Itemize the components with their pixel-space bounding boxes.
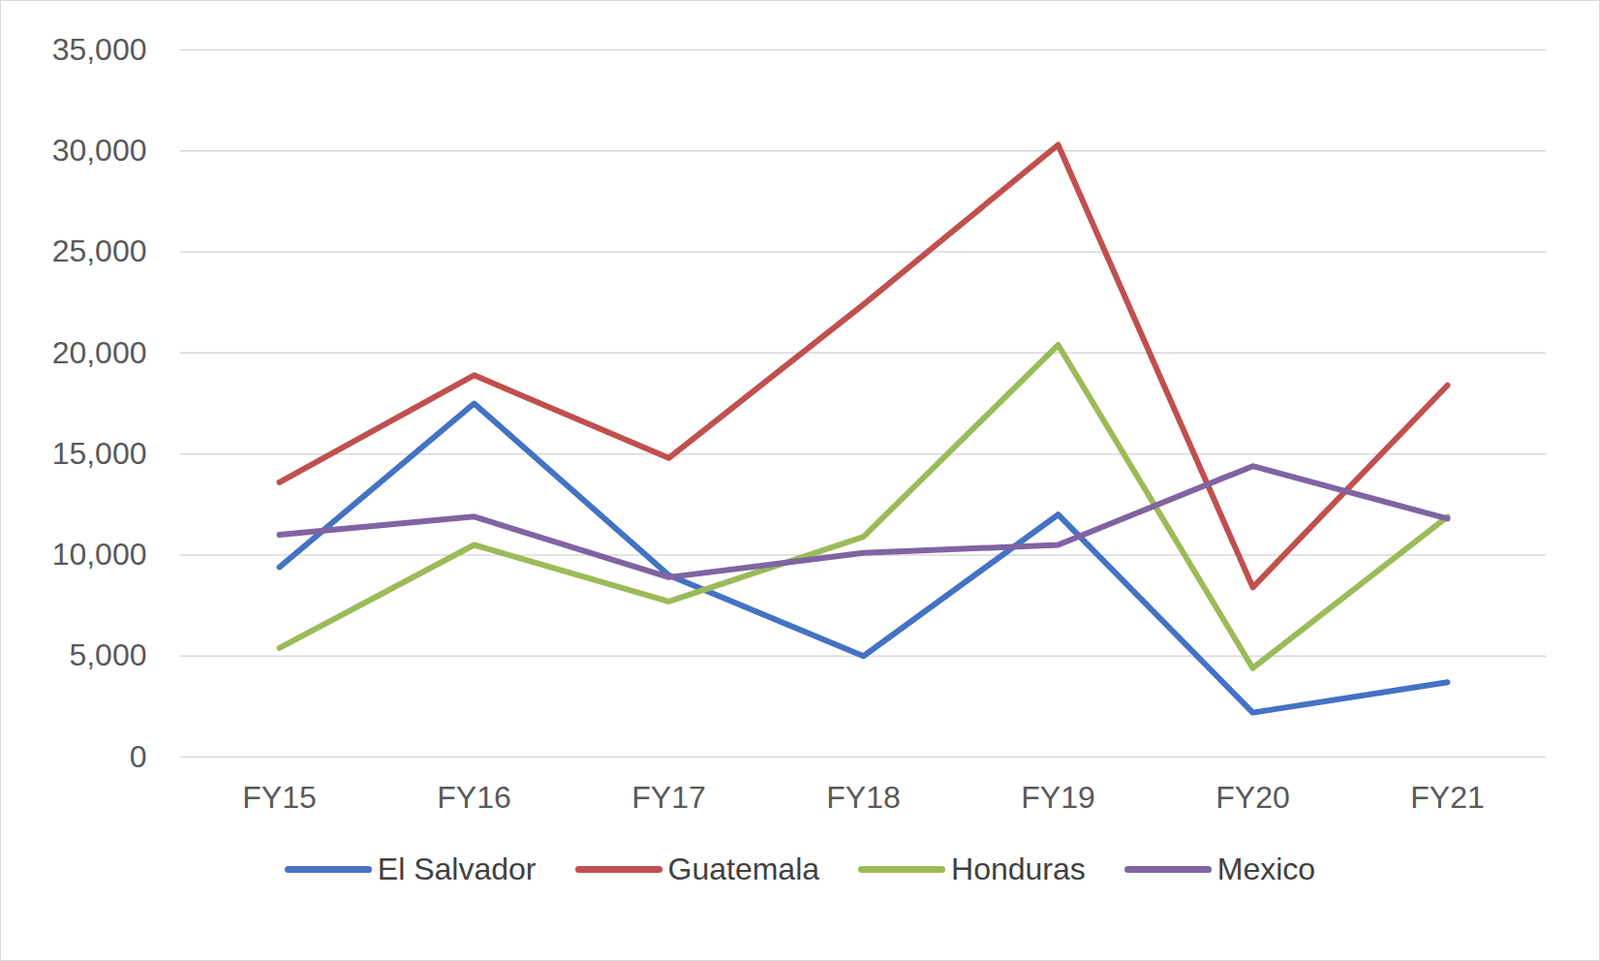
svg-text:5,000: 5,000 [68, 637, 147, 673]
svg-text:FY16: FY16 [436, 779, 511, 815]
svg-text:FY18: FY18 [826, 779, 900, 815]
svg-text:20,000: 20,000 [52, 335, 148, 370]
svg-text:FY20: FY20 [1215, 779, 1290, 815]
html-text:El Salvador: El Salvador [377, 851, 537, 887]
html-text:Mexico: Mexico [1217, 851, 1316, 887]
svg-text:0: 0 [129, 738, 148, 774]
html-text:Honduras: Honduras [951, 851, 1086, 887]
svg-text:FY15: FY15 [242, 779, 316, 815]
svg-text:FY17: FY17 [631, 779, 706, 815]
svg-text:35,000: 35,000 [52, 31, 148, 67]
svg-text:10,000: 10,000 [52, 536, 148, 572]
svg-text:30,000: 30,000 [52, 132, 148, 168]
svg-text:FY19: FY19 [1020, 779, 1095, 815]
svg-text:FY21: FY21 [1410, 779, 1484, 815]
svg-text:25,000: 25,000 [52, 233, 148, 269]
html-text:Guatemala: Guatemala [667, 851, 820, 887]
svg-text:15,000: 15,000 [52, 435, 148, 471]
